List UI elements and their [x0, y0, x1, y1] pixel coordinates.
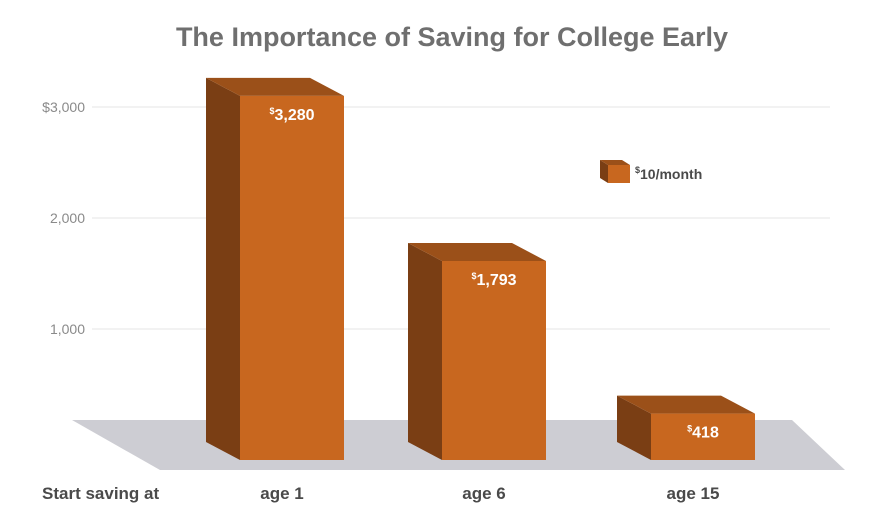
y-axis: 1,000 2,000 $3,000 — [42, 99, 85, 337]
legend-swatch-side — [600, 160, 608, 183]
bar-side-face — [206, 77, 240, 461]
x-tick-label: age 1 — [260, 484, 303, 503]
bar-front-face — [240, 95, 344, 461]
bars: $3,280 $1,793 $418 — [206, 77, 755, 461]
bar-top-face — [206, 77, 344, 96]
bar: $418 — [617, 395, 755, 460]
bar: $1,793 — [408, 242, 546, 460]
legend-swatch — [608, 165, 630, 183]
bar-value-label: $1,793 — [471, 271, 516, 289]
bar-top-face — [408, 242, 546, 261]
legend-label: $10/month — [635, 165, 702, 182]
bar-top-face — [617, 395, 755, 414]
legend: $10/month — [600, 160, 702, 183]
bar-front-face — [442, 260, 546, 460]
x-axis: age 1 age 6 age 15 — [260, 484, 719, 503]
x-tick-label: age 6 — [462, 484, 505, 503]
x-tick-label: age 15 — [667, 484, 720, 503]
bar-side-face — [617, 395, 651, 460]
x-axis-title: Start saving at — [42, 484, 159, 503]
y-tick-label: $3,000 — [42, 99, 85, 115]
bar-front-face — [651, 413, 755, 460]
legend-swatch-top — [600, 160, 630, 165]
bar-value-label: $418 — [687, 424, 719, 442]
bar: $3,280 — [206, 77, 344, 461]
bar-value-label: $3,280 — [269, 106, 314, 124]
bar-side-face — [408, 242, 442, 460]
y-tick-label: 2,000 — [50, 210, 85, 226]
y-tick-label: 1,000 — [50, 321, 85, 337]
chart-title: The Importance of Saving for College Ear… — [176, 22, 728, 52]
